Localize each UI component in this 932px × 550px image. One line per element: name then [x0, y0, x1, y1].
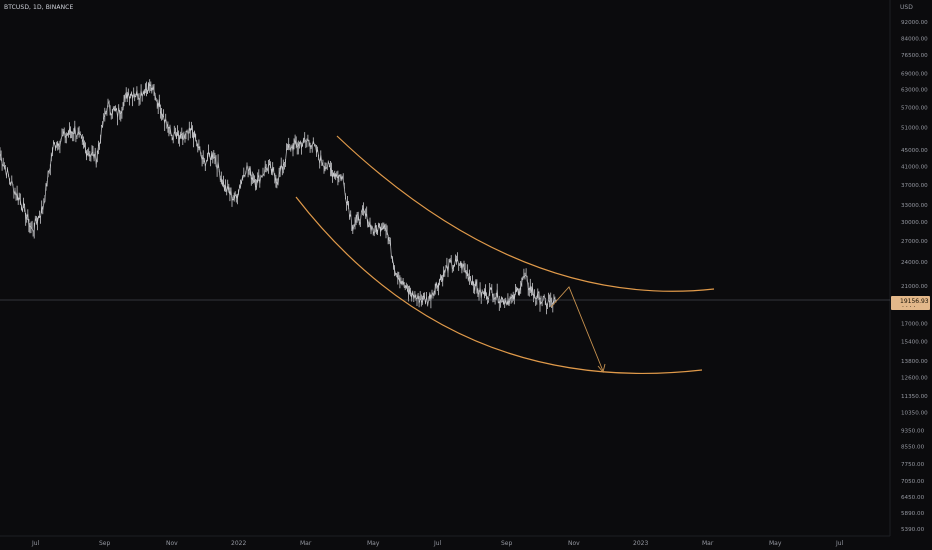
x-tick-label: Jul	[835, 540, 844, 547]
x-tick-label: Jul	[31, 540, 40, 547]
y-tick-label: 11350.00	[901, 394, 928, 400]
y-tick-label: 5890.00	[901, 511, 925, 517]
price-axis[interactable]: 92000.00 84000.00 76500.00 69000.00 63000.00…	[901, 20, 928, 533]
y-tick-label: 15400.00	[901, 339, 928, 345]
y-tick-label: 9350.00	[901, 429, 925, 435]
y-tick-label: 8550.00	[901, 445, 925, 451]
x-tick-label: Sep	[99, 540, 111, 547]
y-tick-label: 5390.00	[901, 527, 925, 533]
y-tick-label: 30000.00	[901, 220, 928, 226]
time-axis[interactable]: Jul Sep Nov 2022 Mar May Jul Sep Nov 2023 Mar May Ju…	[31, 540, 844, 547]
y-tick-label: 17000.00	[901, 322, 928, 328]
drawing-overlay	[0, 135, 890, 375]
price-badge-box	[891, 296, 930, 310]
y-tick-label: 69000.00	[901, 71, 928, 77]
lower-channel-curve[interactable]	[295, 196, 703, 375]
y-tick-label: 45000.00	[901, 148, 928, 154]
x-tick-label: Sep	[501, 540, 513, 547]
x-tick-label: May	[367, 540, 380, 547]
x-tick-label: May	[769, 540, 782, 547]
y-tick-label: 63000.00	[901, 88, 928, 94]
symbol-title: BTCUSD, 1D, BINANCE	[4, 4, 74, 11]
x-tick-label: Nov	[568, 540, 580, 547]
y-tick-label: 92000.00	[901, 20, 928, 26]
plot-area[interactable]	[0, 79, 557, 315]
x-tick-label: 2022	[231, 540, 246, 547]
y-tick-label: 6450.00	[901, 495, 925, 501]
y-tick-label: 10350.00	[901, 410, 928, 416]
arrow-head	[597, 363, 606, 373]
y-tick-label: 24000.00	[901, 260, 928, 266]
currency-label: USD	[900, 4, 913, 11]
y-tick-label: 27000.00	[901, 239, 928, 245]
x-tick-label: Mar	[300, 540, 312, 547]
y-tick-label: 12600.00	[901, 375, 928, 381]
x-tick-label: Mar	[702, 540, 714, 547]
y-tick-label: 76500.00	[901, 53, 928, 59]
y-tick-label: 33000.00	[901, 203, 928, 209]
y-tick-label: 57000.00	[901, 106, 928, 112]
projection-arrow[interactable]	[550, 286, 604, 372]
current-price-badge: 19156.93 · · · ·	[891, 296, 930, 311]
x-tick-label: Nov	[166, 540, 178, 547]
countdown-label: · · · ·	[902, 304, 915, 311]
y-tick-label: 21000.00	[901, 284, 928, 290]
y-tick-label: 37000.00	[901, 183, 928, 189]
y-tick-label: 41000.00	[901, 164, 928, 170]
y-tick-label: 13800.00	[901, 359, 928, 365]
y-tick-label: 7750.00	[901, 462, 925, 468]
x-tick-label: 2023	[633, 540, 648, 547]
price-series-line	[0, 82, 557, 308]
current-price-label: 19156.93	[900, 298, 929, 305]
y-tick-label: 7050.00	[901, 479, 925, 485]
x-tick-label: Jul	[433, 540, 442, 547]
y-tick-label: 51000.00	[901, 125, 928, 131]
y-tick-label: 84000.00	[901, 36, 928, 42]
upper-channel-curve[interactable]	[336, 135, 715, 292]
